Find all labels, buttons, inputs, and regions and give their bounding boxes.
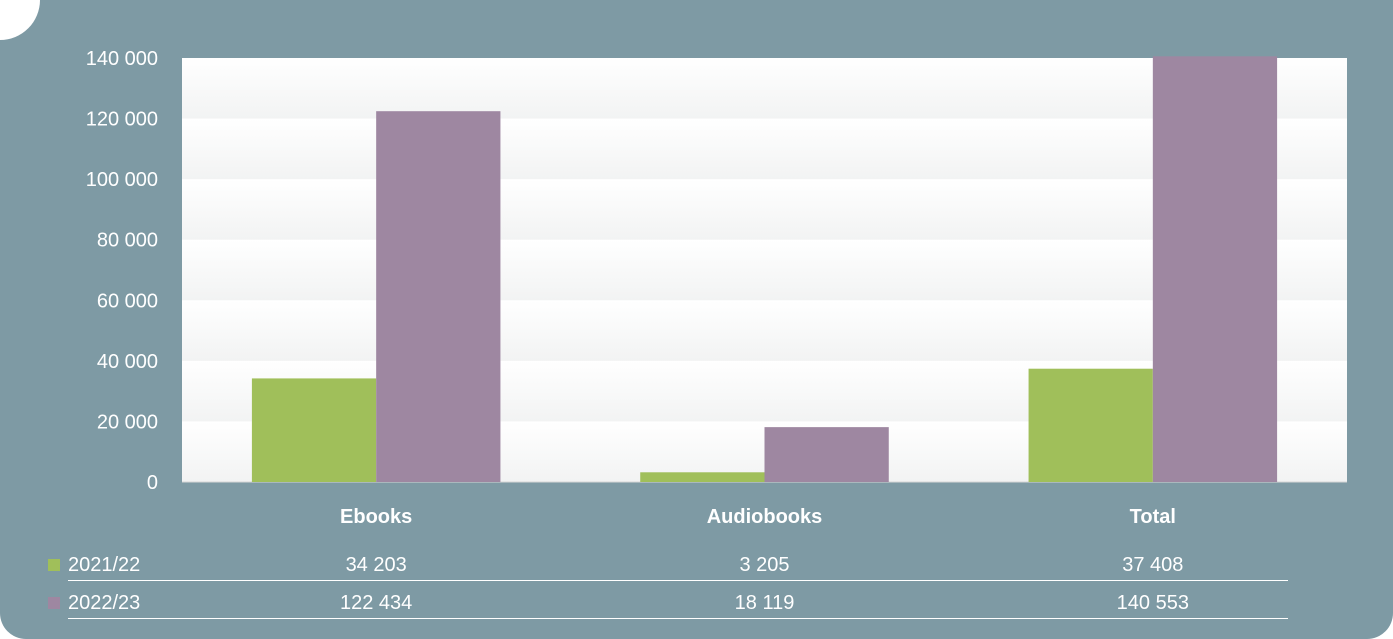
bar	[1028, 368, 1153, 482]
data-table-value: 122 434	[340, 592, 413, 614]
y-tick-label: 120 000	[86, 109, 158, 131]
data-table-value: 140 553	[1116, 592, 1189, 614]
legend-swatch	[48, 559, 60, 571]
data-table-value: 34 203	[345, 554, 407, 576]
y-tick-label: 80 000	[97, 230, 158, 252]
row-divider	[68, 618, 1288, 619]
bar-chart: 0 20 000 40 000 60 000 80 000 100 000 120 000 1…	[86, 48, 1347, 528]
x-category-label: Total	[1130, 506, 1176, 528]
y-tick-label: 40 000	[97, 351, 158, 373]
data-table-value: 3 205	[739, 554, 790, 576]
data-table-value: 18 119	[734, 592, 795, 614]
x-category-label: Ebooks	[340, 506, 412, 528]
bar	[1152, 56, 1278, 483]
legend-series-name: 2021/22	[68, 554, 141, 576]
y-tick-label: 100 000	[86, 169, 158, 191]
y-tick-label: 140 000	[86, 48, 158, 70]
bar	[640, 472, 765, 482]
bar	[251, 378, 377, 482]
x-category-label: Audiobooks	[707, 506, 823, 528]
data-table-value: 37 408	[1122, 554, 1184, 576]
y-tick-label: 60 000	[97, 290, 158, 312]
row-divider	[68, 580, 1288, 581]
bar	[764, 427, 889, 482]
legend-row: 2021/22 34 203 3 205 37 408	[0, 554, 1393, 582]
legend-row: 2022/23 122 434 18 119 140 553	[0, 592, 1393, 620]
legend-series-name: 2022/23	[68, 592, 141, 614]
y-tick-label: 0	[147, 472, 158, 494]
y-tick-label: 20 000	[97, 411, 158, 433]
bar	[376, 111, 501, 482]
legend-swatch	[48, 597, 60, 609]
